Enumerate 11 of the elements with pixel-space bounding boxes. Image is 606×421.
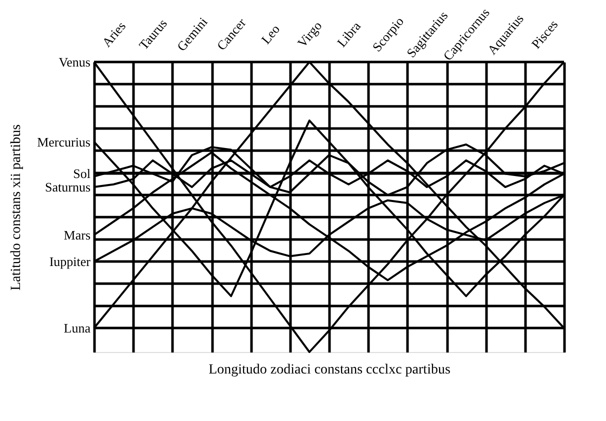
series-label: Mars bbox=[64, 227, 90, 242]
series-label: Sol bbox=[73, 166, 91, 182]
x-tick-label: Leo bbox=[258, 22, 283, 47]
y-axis-title: Latitudo constans xii partibus bbox=[9, 124, 24, 291]
series-label: Mercurius bbox=[37, 134, 90, 150]
x-axis-title: Longitudo zodiaci constans ccclxc partibus bbox=[208, 362, 450, 378]
series-label: Iuppiter bbox=[49, 254, 92, 270]
series-label: Luna bbox=[64, 320, 91, 336]
series-label: Saturnus bbox=[45, 180, 90, 195]
series-label: Venus bbox=[58, 54, 90, 70]
x-tick-label: Virgo bbox=[294, 18, 325, 50]
